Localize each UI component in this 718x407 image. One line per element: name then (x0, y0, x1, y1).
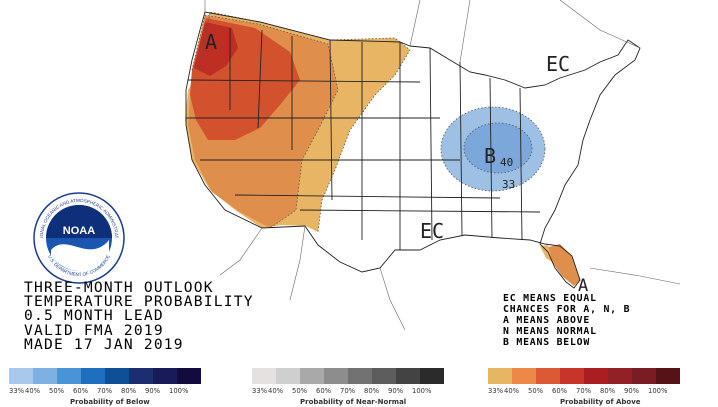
legend-bar-above (488, 368, 680, 384)
legend-swatch (396, 368, 420, 384)
legend-tick-label: 33% (488, 387, 504, 395)
legend-swatch (81, 368, 105, 384)
legend-tick-label: 70% (97, 387, 113, 395)
legend-swatch (252, 368, 276, 384)
noaa-logo-text: NOAA (63, 225, 95, 237)
legend-swatch (488, 368, 512, 384)
noaa-logo: NOAA NATIONAL OCEANIC AND ATMOSPHERIC AD… (33, 192, 125, 284)
legend-tick-label: 33% (9, 387, 25, 395)
legend-tick-label: 90% (145, 387, 161, 395)
legend-swatch (129, 368, 153, 384)
legend-swatch (153, 368, 177, 384)
legend-swatch (560, 368, 584, 384)
title-line: THREE-MONTH OUTLOOK (24, 279, 214, 296)
label-below-ohio-valley: B (484, 144, 497, 168)
legend-swatch (300, 368, 324, 384)
label-ec-southeast: EC (420, 219, 445, 243)
above-florida-inner (540, 245, 552, 262)
legend-tick-label: 100% (169, 387, 189, 395)
legend-tick-label: 100% (412, 387, 432, 395)
us-outline (185, 11, 641, 289)
legend-swatch (536, 368, 560, 384)
legend-swatch (348, 368, 372, 384)
outlook-title-block: THREE-MONTH OUTLOOK TEMPERATURE PROBABIL… (24, 279, 254, 353)
legend-title-below: Probability of Below (70, 398, 150, 406)
legend-bar-below (9, 368, 201, 384)
legend-swatch (420, 368, 444, 384)
label-above-florida: A (578, 276, 589, 296)
legend-swatch (177, 368, 201, 384)
legend-swatch (9, 368, 33, 384)
legend-tick-label: 70% (576, 387, 592, 395)
title-line: TEMPERATURE PROBABILITY (24, 293, 254, 311)
legend-swatch (33, 368, 57, 384)
legend-tick-label: 50% (49, 387, 65, 395)
legend-tick-label: 60% (552, 387, 568, 395)
outlook-map (185, 0, 681, 331)
legend-swatch (656, 368, 680, 384)
note-line: CHANCES FOR A, N, B (503, 304, 631, 315)
note-line: B MEANS BELOW (503, 337, 591, 348)
legend-swatch (105, 368, 129, 384)
note-line: A MEANS ABOVE (503, 315, 591, 326)
legend-tick-label: 80% (121, 387, 137, 395)
legend-swatch (584, 368, 608, 384)
legend-tick-label: 50% (292, 387, 308, 395)
legend-swatch (276, 368, 300, 384)
legend-tick-label: 80% (600, 387, 616, 395)
legend-tick-label: 90% (624, 387, 640, 395)
contour-label-40: 40 (500, 156, 514, 169)
legend-tick-label: 40% (25, 387, 41, 395)
title-line: MADE 17 JAN 2019 (24, 335, 184, 353)
note-line: N MEANS NORMAL (503, 326, 597, 337)
legend-swatch (57, 368, 81, 384)
legend-tick-label: 40% (268, 387, 284, 395)
label-ec-northeast: EC (546, 52, 571, 76)
legend-title-above: Probability of Above (560, 398, 641, 406)
legend-swatch (372, 368, 396, 384)
legend-note: EC MEANS EQUAL CHANCES FOR A, N, B A MEA… (503, 293, 630, 348)
above-florida-area (545, 244, 580, 286)
title-line: VALID FMA 2019 (24, 321, 164, 339)
legend-bar-near-normal (252, 368, 444, 384)
legend-tick-label: 100% (648, 387, 668, 395)
legend-swatch (512, 368, 536, 384)
legend-tick-label: 90% (388, 387, 404, 395)
legend-tick-label: 33% (252, 387, 268, 395)
legend-tick-label: 70% (340, 387, 356, 395)
note-line: EC MEANS EQUAL (503, 293, 597, 304)
label-above-northwest: A (205, 30, 218, 54)
legend-swatch (324, 368, 348, 384)
legend-tick-label: 60% (73, 387, 89, 395)
legend-tick-label: 50% (528, 387, 544, 395)
legend-swatch (608, 368, 632, 384)
legend-swatch (632, 368, 656, 384)
legend-title-near-normal: Probability of Near-Normal (300, 398, 407, 406)
above-60-area (194, 22, 238, 76)
legend-tick-label: 40% (504, 387, 520, 395)
below-40-area (464, 123, 532, 173)
legend-tick-label: 80% (364, 387, 380, 395)
contour-label-33: 33 (502, 178, 516, 191)
legend-tick-label: 60% (316, 387, 332, 395)
title-line: 0.5 MONTH LEAD (24, 307, 164, 325)
